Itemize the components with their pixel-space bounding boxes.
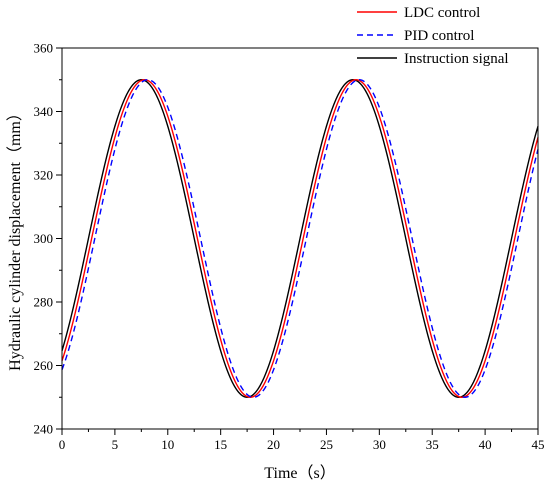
x-tick-label: 20 [267,437,280,452]
x-tick-label: 10 [161,437,174,452]
x-tick-label: 35 [426,437,439,452]
x-tick-label: 45 [532,437,545,452]
y-tick-label: 260 [34,358,54,373]
x-tick-label: 30 [373,437,386,452]
y-tick-label: 340 [34,104,54,119]
y-tick-label: 300 [34,231,54,246]
y-axis-title: Hydraulic cylinder displacement（mm） [6,105,24,371]
y-tick-label: 280 [34,295,54,310]
legend-label: Instruction signal [404,51,509,67]
series-line-instruction-signal [61,79,539,398]
x-tick-label: 40 [479,437,492,452]
x-axis-title: Time（s） [264,464,335,482]
x-tick-label: 5 [112,437,119,452]
legend-label: PID control [404,28,474,44]
y-tick-label: 240 [34,422,54,437]
x-tick-label: 25 [320,437,333,452]
x-axis: 0 5 10 15 20 25 30 35 40 45 [59,429,545,452]
y-tick-label: 320 [34,168,54,183]
series-line-pid-control [61,79,539,398]
x-tick-label: 0 [59,437,66,452]
y-axis: 240 260 280 300 320 340 360 [34,41,62,437]
plot-lines [61,79,539,398]
legend-label: LDC control [404,5,480,21]
legend: LDC control PID control Instruction signal [357,5,509,67]
y-tick-label: 360 [34,41,54,56]
x-tick-label: 15 [214,437,227,452]
series-line-ldc-control [61,79,539,398]
